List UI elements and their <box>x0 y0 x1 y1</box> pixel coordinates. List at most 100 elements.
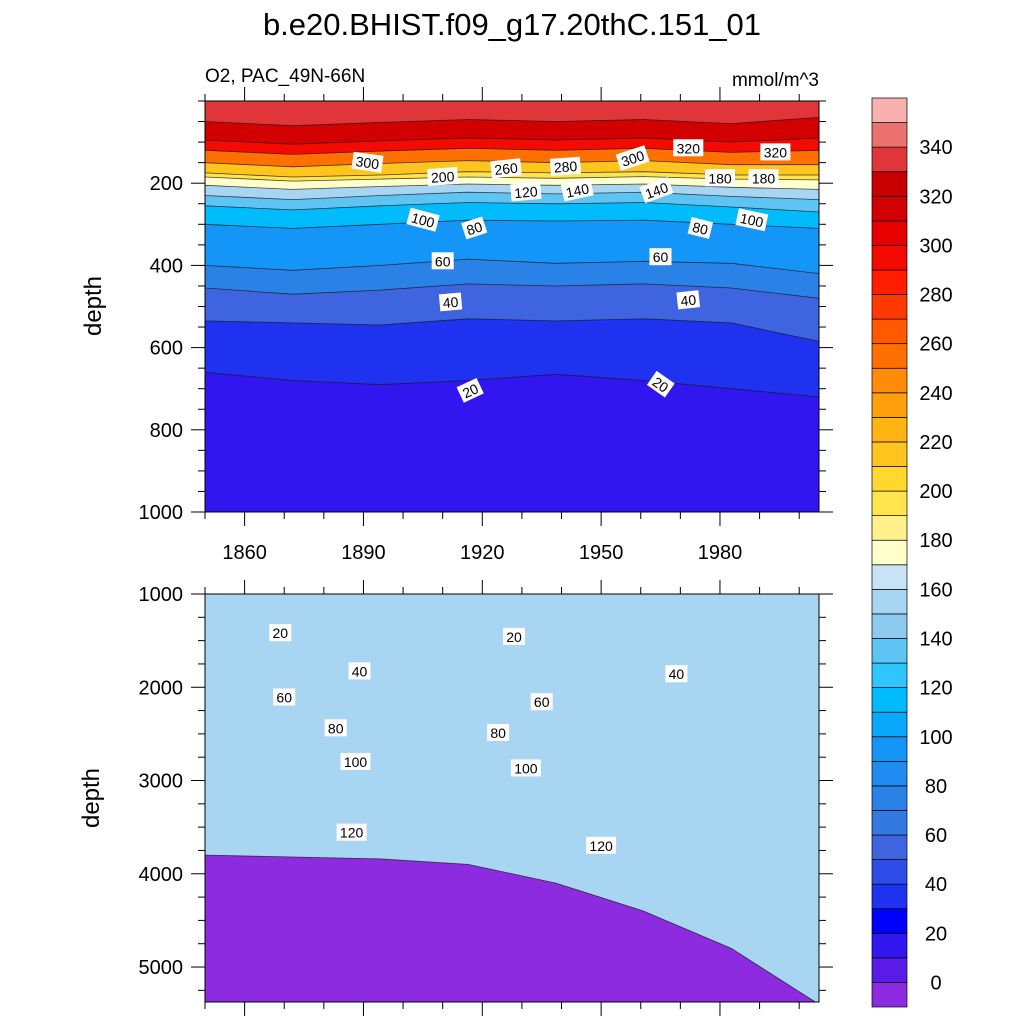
contour-label-text: 40 <box>352 663 368 679</box>
contour-label: 60 <box>649 248 672 266</box>
colorbar-box <box>871 564 908 590</box>
contour-label-text: 20 <box>460 380 481 401</box>
colorbar-box <box>871 908 908 934</box>
colorbar-box <box>871 785 908 811</box>
contour-label-text: 20 <box>506 629 522 645</box>
y-tick-label: 1000 <box>139 502 184 524</box>
contour-label: 80 <box>461 216 488 240</box>
contour-label: 320 <box>760 143 791 161</box>
colorbar-box <box>871 441 908 467</box>
contour-label-text: 100 <box>739 210 765 231</box>
contour-label-text: 140 <box>564 180 590 201</box>
colorbar-box <box>871 220 908 246</box>
colorbar-box <box>871 146 908 173</box>
y-tick-label: 5000 <box>139 957 184 979</box>
contour-label: 40 <box>438 292 463 312</box>
contour-label-text: 80 <box>691 219 710 238</box>
contour-label: 100 <box>406 207 440 232</box>
colorbar-box <box>871 711 908 738</box>
contour-line-320 <box>205 117 819 127</box>
contour-label: 120 <box>510 181 542 202</box>
contour-label-text: 180 <box>752 170 776 186</box>
subtitle-units: mmol/m^3 <box>732 70 819 91</box>
contour-band-140 <box>205 594 819 1002</box>
contour-label-text: 140 <box>643 179 671 202</box>
contour-label-text: 120 <box>514 183 539 201</box>
colorbar-box <box>871 736 908 762</box>
contour-label-text: 40 <box>442 294 459 311</box>
contour-label-text: 80 <box>465 218 485 238</box>
contour-label-text: 120 <box>589 838 613 854</box>
chart-title: b.e20.BHIST.f09_g17.20thC.151_01 <box>263 7 761 42</box>
x-tick-label: 1980 <box>698 542 743 564</box>
contour-label-text: 20 <box>273 625 289 641</box>
contour-fills <box>205 101 819 512</box>
contour-line-140 <box>205 854 817 1002</box>
subtitle-left: O2, PAC_49N-66N <box>205 66 365 87</box>
colorbar-box <box>871 195 908 222</box>
y-axis: 200 400 600 800 1000 <box>139 100 833 524</box>
contour-label: 40 <box>665 665 688 683</box>
colorbar-tick-label: 180 <box>919 530 952 552</box>
upper-panel: 300 200 260 280 300 320 320 120 140 140 180 180 100 8… <box>139 87 833 564</box>
colorbar-tick-label: 220 <box>919 432 952 454</box>
colorbar-box <box>871 269 908 295</box>
contour-label-text: 40 <box>669 666 685 682</box>
contour-label: 180 <box>748 169 779 187</box>
contour-line-20 <box>205 371 819 398</box>
colorbar-tick-label: 40 <box>925 874 947 896</box>
y-tick-label: 4000 <box>139 864 184 886</box>
colorbar-box <box>871 343 908 369</box>
colorbar-box <box>871 588 908 615</box>
contour-label: 20 <box>503 627 525 645</box>
colorbar-tick-label: 280 <box>919 285 952 307</box>
colorbar-box <box>871 883 908 910</box>
contour-label: 280 <box>549 156 582 176</box>
contour-label-text: 80 <box>490 725 506 741</box>
contour-line-120 <box>205 202 819 213</box>
colorbar-tick-label: 0 <box>930 972 941 994</box>
contour-label: 140 <box>560 178 594 202</box>
colorbar-box <box>871 294 908 320</box>
colorbar-tick-label: 60 <box>925 825 947 847</box>
colorbar-box <box>871 982 908 1008</box>
colorbar-box <box>871 662 908 688</box>
contour-labels: 300 200 260 280 300 320 320 120 140 140 180 180 100 8… <box>351 139 791 403</box>
x-tick-label: 1860 <box>222 542 267 564</box>
colorbar-box <box>871 318 908 345</box>
colorbar-box <box>871 613 908 639</box>
colorbar-box <box>871 859 908 885</box>
contour-label-text: 100 <box>514 760 538 776</box>
contour-label-text: 280 <box>553 158 578 176</box>
colorbar-tick-label: 100 <box>919 727 952 749</box>
colorbar-box <box>871 122 908 148</box>
contour-label: 180 <box>705 169 735 187</box>
x-tick-label: 1920 <box>460 542 505 564</box>
x-axis: 1860 1890 1920 1950 1980 <box>204 87 800 564</box>
contour-labels: 20 20 40 40 60 60 80 80 100 100 120 120 <box>269 624 688 854</box>
contour-label-text: 320 <box>677 140 701 156</box>
contour-line-80 <box>205 258 819 274</box>
colorbar-tick-label: 340 <box>919 137 952 159</box>
contour-label: 60 <box>431 252 454 270</box>
contour-label: 300 <box>351 151 384 173</box>
contour-label: 60 <box>530 693 553 711</box>
contour-label-text: 300 <box>619 147 646 170</box>
y-tick-label: 2000 <box>139 677 184 699</box>
colorbar-tick-label: 120 <box>919 678 952 700</box>
contour-label-text: 60 <box>653 249 669 265</box>
y-tick-label: 600 <box>150 338 183 360</box>
y-tick-label: 1000 <box>139 584 184 606</box>
colorbar-box <box>871 171 908 197</box>
contour-label-text: 80 <box>328 720 344 736</box>
colorbar-tick-label: 200 <box>919 481 952 503</box>
contour-label-text: 100 <box>410 209 437 231</box>
colorbar-box <box>871 687 908 713</box>
contour-line-300 <box>205 137 819 145</box>
contour-label: 40 <box>348 662 371 680</box>
lower-panel: 20 20 40 40 60 60 80 80 100 100 120 120 1000 2000 3000… <box>139 580 833 1016</box>
colorbar-tick-label: 80 <box>925 776 947 798</box>
x-tick-label: 1950 <box>579 542 624 564</box>
contour-label-text: 40 <box>680 292 697 310</box>
